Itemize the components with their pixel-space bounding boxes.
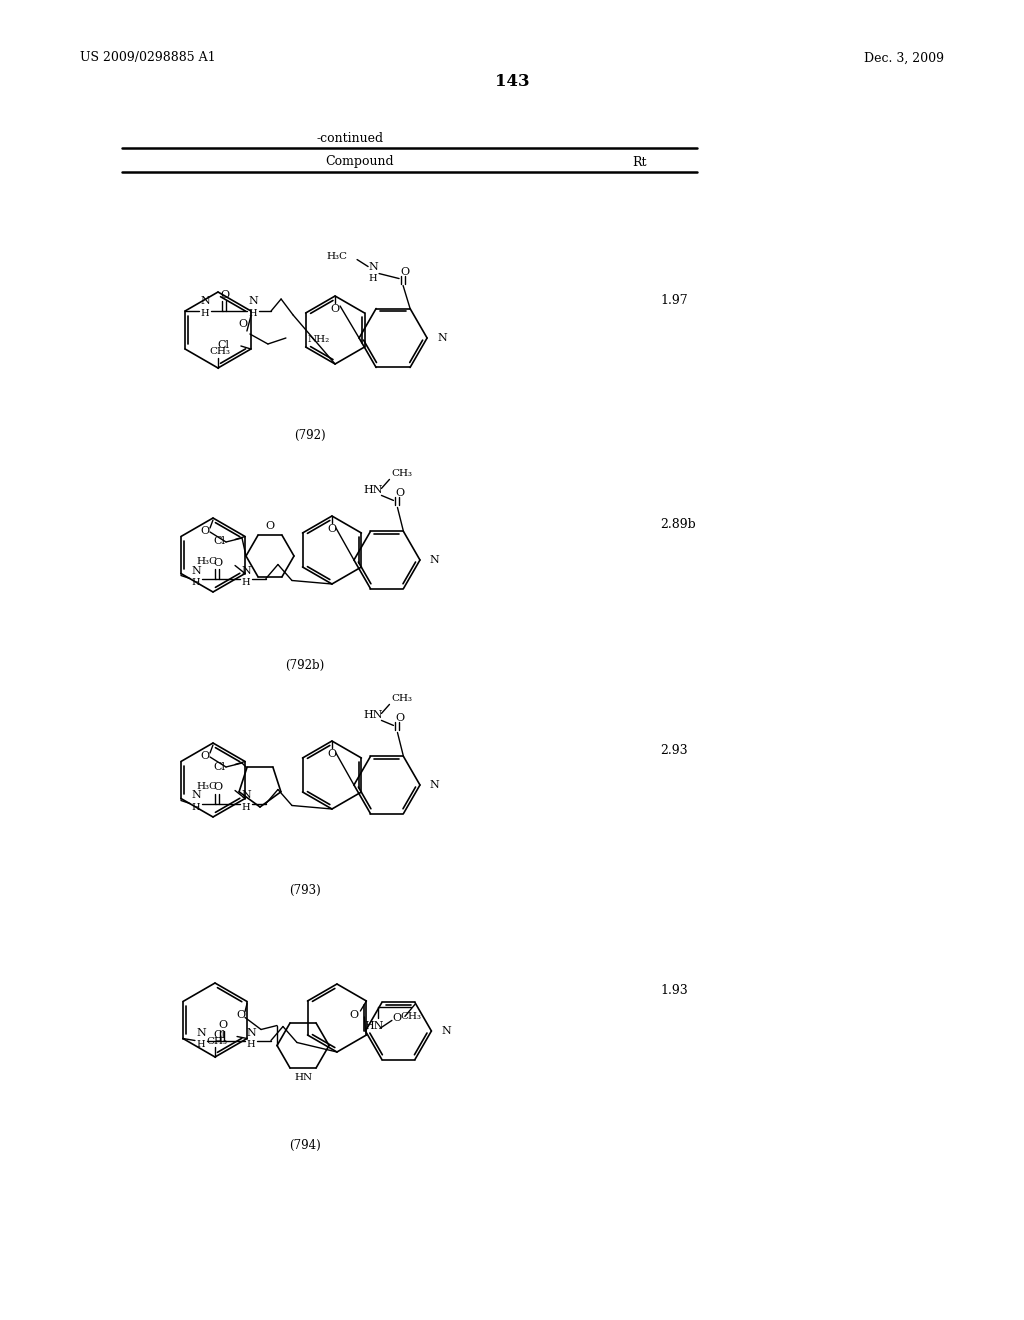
Text: O: O — [331, 304, 340, 314]
Text: O: O — [213, 557, 222, 568]
Text: O: O — [213, 783, 222, 792]
Text: NH₂: NH₂ — [308, 335, 330, 345]
Text: Cl: Cl — [213, 1030, 225, 1040]
Text: 143: 143 — [495, 74, 529, 91]
Text: 1.93: 1.93 — [660, 983, 688, 997]
Text: O: O — [400, 267, 410, 277]
Text: CH₃: CH₃ — [400, 1012, 421, 1020]
Text: N: N — [369, 261, 378, 272]
Text: N: N — [430, 780, 439, 789]
Text: O: O — [201, 751, 210, 762]
Text: H: H — [247, 1040, 255, 1049]
Text: (792): (792) — [294, 429, 326, 441]
Text: O: O — [392, 1014, 401, 1023]
Text: N: N — [201, 296, 210, 306]
Text: O: O — [395, 488, 404, 499]
Text: HN: HN — [294, 1073, 312, 1082]
Text: O: O — [218, 1019, 227, 1030]
Text: H₃C: H₃C — [326, 252, 347, 261]
Text: 2.93: 2.93 — [660, 743, 688, 756]
Text: H: H — [191, 578, 201, 587]
Text: Rt: Rt — [633, 156, 647, 169]
Text: Dec. 3, 2009: Dec. 3, 2009 — [864, 51, 944, 65]
Text: O: O — [220, 290, 229, 300]
Text: O: O — [265, 521, 274, 531]
Text: H: H — [201, 309, 209, 318]
Text: H: H — [369, 275, 378, 282]
Text: N: N — [246, 1027, 256, 1038]
Text: O: O — [328, 524, 337, 535]
Text: N: N — [248, 296, 258, 306]
Text: (794): (794) — [289, 1138, 321, 1151]
Text: N: N — [437, 333, 446, 343]
Text: O: O — [201, 525, 210, 536]
Text: CH₃: CH₃ — [207, 1038, 227, 1047]
Text: -continued: -continued — [316, 132, 384, 144]
Text: CH₃: CH₃ — [391, 694, 413, 704]
Text: N: N — [441, 1026, 452, 1036]
Text: N: N — [191, 791, 201, 800]
Text: US 2009/0298885 A1: US 2009/0298885 A1 — [80, 51, 216, 65]
Text: O: O — [239, 319, 248, 329]
Text: (792b): (792b) — [286, 659, 325, 672]
Text: CH₃: CH₃ — [391, 469, 413, 478]
Text: O: O — [328, 748, 337, 759]
Text: Cl: Cl — [213, 762, 225, 771]
Text: N: N — [241, 791, 251, 800]
Text: HN: HN — [364, 486, 383, 495]
Text: O: O — [237, 1011, 246, 1020]
Text: H₃C: H₃C — [196, 781, 217, 791]
Text: H: H — [242, 578, 250, 587]
Text: O: O — [395, 713, 404, 723]
Text: H: H — [249, 309, 257, 318]
Text: H: H — [191, 803, 201, 812]
Text: O: O — [350, 1010, 359, 1020]
Text: 1.97: 1.97 — [660, 293, 688, 306]
Text: N: N — [430, 554, 439, 565]
Text: 2.89b: 2.89b — [660, 519, 695, 532]
Text: H: H — [197, 1040, 205, 1049]
Text: H₃C: H₃C — [196, 557, 217, 566]
Text: Cl: Cl — [217, 341, 229, 350]
Text: Compound: Compound — [326, 156, 394, 169]
Text: HN: HN — [364, 710, 383, 721]
Text: HN: HN — [365, 1022, 384, 1031]
Text: N: N — [241, 565, 251, 576]
Text: Cl: Cl — [213, 536, 225, 546]
Text: N: N — [196, 1027, 206, 1038]
Text: CH₃: CH₃ — [210, 347, 230, 356]
Text: (793): (793) — [289, 883, 321, 896]
Text: H: H — [242, 803, 250, 812]
Text: N: N — [191, 565, 201, 576]
